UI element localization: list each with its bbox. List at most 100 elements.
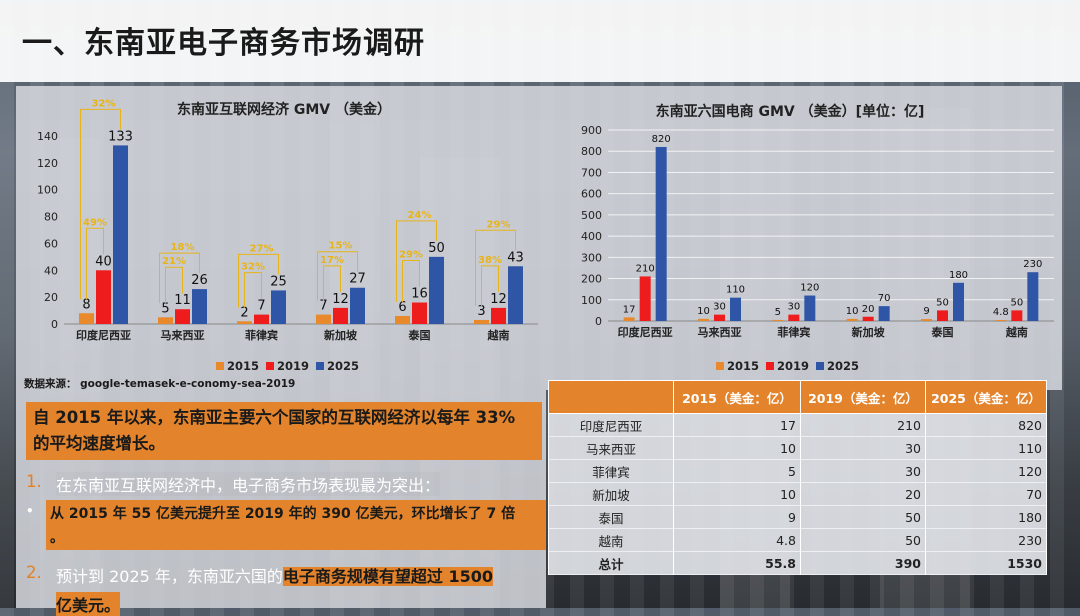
data-label: 26 bbox=[191, 273, 208, 288]
x-tick-label: 印度尼西亚 bbox=[76, 328, 131, 342]
legend-label: 2019 bbox=[777, 359, 809, 373]
bar-2025 bbox=[271, 290, 286, 324]
ecommerce-gmv-table: 2015（美金：亿） 2019（美金：亿） 2025（美金：亿） 印度尼西亚 17… bbox=[548, 380, 1047, 575]
data-label: 50 bbox=[936, 297, 949, 308]
growth-label: 38% bbox=[478, 255, 502, 266]
data-label: 10 bbox=[846, 306, 859, 317]
bar-2019 bbox=[937, 310, 948, 321]
data-label: 50 bbox=[1010, 297, 1023, 308]
data-label: 43 bbox=[507, 250, 524, 265]
title-bar bbox=[0, 0, 1080, 82]
legend-swatch bbox=[716, 362, 724, 370]
data-label: 180 bbox=[949, 270, 968, 281]
y-tick-label: 700 bbox=[581, 166, 602, 179]
bar-2025 bbox=[508, 266, 523, 324]
summary-paragraph: 自 2015 年以来，东南亚主要六个国家的互联网经济以每年 33% 的平均速度增… bbox=[33, 405, 515, 457]
table-header-2019: 2019（美金：亿） bbox=[800, 380, 926, 414]
bar-2019 bbox=[639, 276, 651, 321]
table-cell: 120 bbox=[925, 459, 1047, 483]
x-tick-label: 越南 bbox=[487, 328, 510, 342]
data-label: 7 bbox=[257, 299, 265, 314]
bar-2015 bbox=[79, 313, 94, 324]
table-cell: 17 bbox=[673, 413, 801, 437]
table-header-2025: 2025（美金：亿） bbox=[925, 380, 1047, 414]
table-cell: 70 bbox=[925, 482, 1047, 506]
growth-bracket bbox=[80, 108, 121, 300]
table-row: 印度尼西亚 17 210 820 bbox=[548, 413, 1047, 437]
data-label: 8 bbox=[82, 297, 90, 312]
y-tick-label: 80 bbox=[44, 211, 58, 224]
data-label: 230 bbox=[1023, 259, 1042, 270]
y-tick-label: 60 bbox=[44, 237, 58, 250]
highlight-bar bbox=[26, 402, 542, 460]
data-label: 20 bbox=[862, 304, 875, 315]
data-label: 9 bbox=[923, 306, 929, 317]
bar-2025 bbox=[1027, 272, 1039, 321]
table-cell: 4.8 bbox=[673, 528, 801, 552]
list-item-2: 预计到 2025 年，东南亚六国的电子商务规模有望超过 1500 bbox=[56, 563, 494, 587]
legend-swatch bbox=[766, 362, 774, 370]
chart-internet-economy-gmv: 东南亚互联网经济 GMV （美金） 0 20 40 60 80 100 120 140 印度尼西亚… bbox=[37, 98, 538, 373]
growth-bracket bbox=[165, 266, 183, 304]
growth-bracket bbox=[323, 265, 341, 301]
table-total-row: 总计 55.8 390 1530 bbox=[548, 551, 1047, 575]
data-label: 7 bbox=[319, 299, 327, 314]
bar-2019 bbox=[1011, 310, 1023, 321]
growth-bracket bbox=[396, 220, 437, 302]
table-cell: 9 bbox=[673, 505, 801, 529]
legend-label: 2025 bbox=[327, 359, 359, 373]
bar-2019 bbox=[96, 270, 111, 324]
bar-2019 bbox=[714, 314, 725, 321]
x-tick-label: 越南 bbox=[1005, 325, 1028, 339]
bar-2019 bbox=[333, 307, 348, 324]
x-tick-label: 马来西亚 bbox=[698, 325, 742, 339]
data-label: 820 bbox=[652, 134, 671, 145]
growth-bracket bbox=[159, 252, 200, 304]
data-label: 2 bbox=[240, 305, 248, 320]
growth-label: 32% bbox=[241, 262, 265, 273]
data-label: 133 bbox=[108, 129, 133, 144]
table-cell: 230 bbox=[925, 528, 1047, 552]
legend-label: 2025 bbox=[827, 359, 859, 373]
legend-label: 2019 bbox=[277, 359, 309, 373]
table-row: 菲律宾 5 30 120 bbox=[548, 459, 1047, 483]
bar-2015 bbox=[995, 319, 1007, 321]
bar-2019 bbox=[412, 302, 427, 324]
legend-label: 2015 bbox=[227, 359, 259, 373]
data-label: 25 bbox=[270, 274, 287, 289]
data-label: 5 bbox=[775, 307, 781, 318]
data-label: 30 bbox=[787, 302, 800, 313]
y-tick-label: 100 bbox=[581, 294, 602, 307]
x-tick-label: 菲律宾 bbox=[245, 328, 278, 342]
table-cell-country: 新加坡 bbox=[548, 482, 674, 506]
table-cell: 10 bbox=[673, 482, 801, 506]
bar-2015 bbox=[474, 319, 489, 324]
sub-highlight-bar bbox=[46, 500, 546, 550]
data-label: 16 bbox=[411, 287, 428, 302]
growth-label: 29% bbox=[399, 250, 423, 261]
bar-2025 bbox=[804, 295, 816, 321]
sub-text-line-1: 从 2015 年 55 亿美元提升至 2019 年的 390 亿美元，环比增长了… bbox=[50, 506, 516, 522]
y-tick-label: 400 bbox=[581, 230, 602, 243]
sub-text-line-2: 。 bbox=[50, 530, 64, 546]
table-cell: 30 bbox=[800, 436, 926, 460]
y-tick-label: 0 bbox=[51, 318, 58, 331]
table-cell: 10 bbox=[673, 436, 801, 460]
data-label: 27 bbox=[349, 272, 366, 287]
table-cell: 5 bbox=[673, 459, 801, 483]
legend-swatch bbox=[216, 362, 224, 370]
y-tick-label: 40 bbox=[44, 264, 58, 277]
y-tick-label: 100 bbox=[37, 184, 58, 197]
bar-2015 bbox=[772, 319, 784, 321]
table-cell: 820 bbox=[925, 413, 1047, 437]
page-title: 一、东南亚电子商务市场调研 bbox=[22, 26, 425, 61]
legend-swatch bbox=[316, 362, 324, 370]
table-row: 越南 4.8 50 230 bbox=[548, 528, 1047, 552]
bar-2015 bbox=[921, 319, 932, 321]
bar-2025 bbox=[655, 146, 667, 321]
bullet-dot: • bbox=[26, 504, 34, 518]
data-label: 110 bbox=[726, 285, 745, 296]
bar-2025 bbox=[953, 282, 964, 321]
legend-swatch bbox=[266, 362, 274, 370]
list-item-2-highlight: 电子商务规模有望超过 1500 bbox=[282, 567, 494, 586]
